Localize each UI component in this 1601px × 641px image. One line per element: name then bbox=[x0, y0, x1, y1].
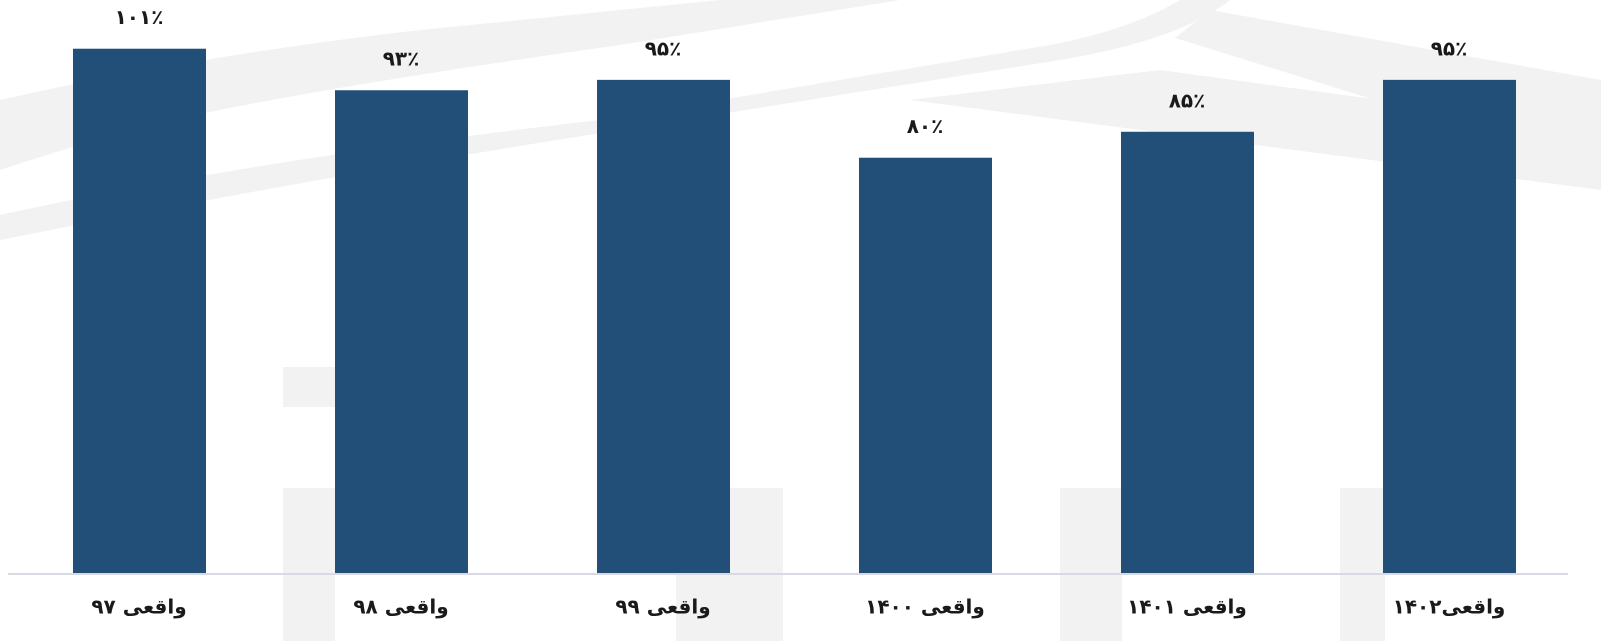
value-label: ۹۳٪ bbox=[383, 47, 420, 71]
x-tick-label: واقعی ۹۷ bbox=[91, 595, 186, 619]
x-tick-label: واقعی ۱۴۰۱ bbox=[1127, 595, 1247, 619]
value-label: ۹۵٪ bbox=[645, 36, 682, 60]
bar bbox=[1383, 79, 1516, 573]
bar bbox=[1121, 131, 1254, 574]
value-label: ۹۵٪ bbox=[1431, 36, 1468, 60]
x-tick-label: واقعی ۹۹ bbox=[615, 595, 710, 619]
value-label: ۸۵٪ bbox=[1169, 88, 1206, 112]
x-tick-label: واقعی ۱۴۰۰ bbox=[865, 595, 985, 619]
bar bbox=[597, 79, 730, 573]
bar bbox=[335, 90, 468, 573]
bar bbox=[73, 48, 206, 573]
x-tick-label: واقعی ۹۸ bbox=[353, 595, 448, 619]
bar bbox=[859, 157, 992, 573]
value-label: ۸۰٪ bbox=[907, 114, 944, 138]
value-label: ۱۰۱٪ bbox=[115, 5, 164, 29]
x-tick-label: واقعی۱۴۰۲ bbox=[1393, 595, 1506, 619]
